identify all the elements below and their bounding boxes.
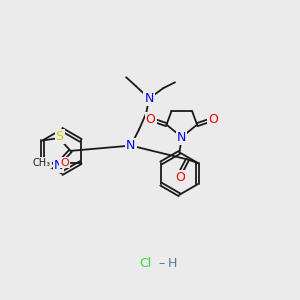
Text: O: O [146, 113, 155, 127]
Text: Cl: Cl [140, 257, 152, 270]
Text: S: S [56, 130, 64, 143]
Text: H: H [167, 257, 177, 270]
Text: O: O [176, 171, 185, 184]
Text: N: N [144, 92, 154, 105]
Text: –: – [158, 257, 164, 270]
Text: N: N [126, 139, 136, 152]
Text: N: N [54, 159, 63, 172]
Text: CH₃: CH₃ [33, 158, 51, 167]
Text: O: O [60, 158, 69, 167]
Text: N: N [177, 130, 187, 143]
Text: O: O [208, 113, 218, 127]
